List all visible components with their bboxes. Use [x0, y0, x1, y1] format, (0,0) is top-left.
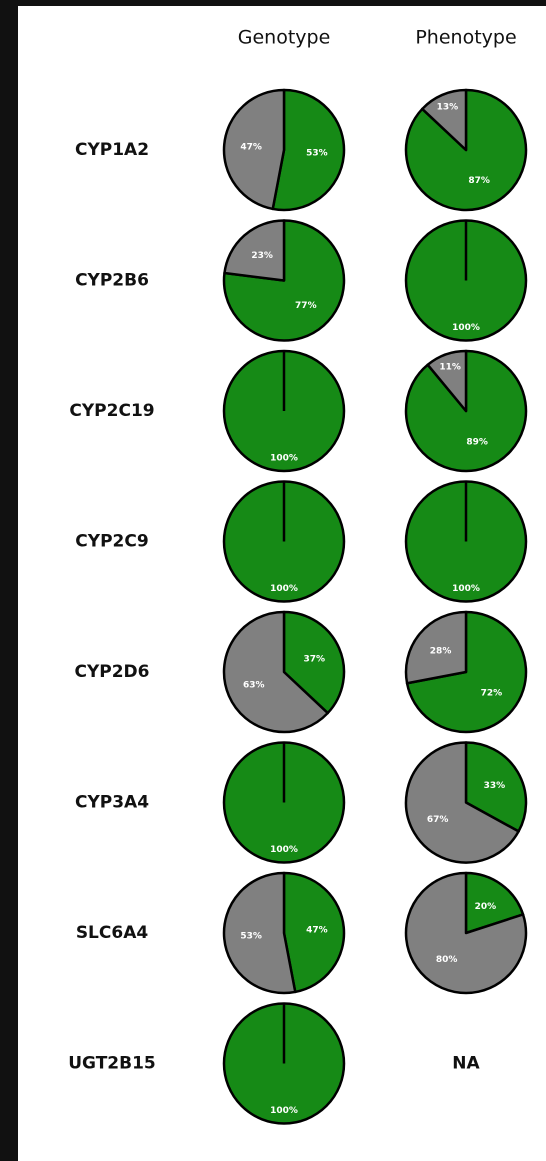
- value-label: 100%: [270, 453, 298, 463]
- value-label: 87%: [468, 176, 490, 186]
- value-label: 47%: [306, 925, 328, 935]
- value-label: 100%: [270, 1106, 298, 1116]
- value-label: 67%: [427, 815, 449, 825]
- pie-slice: [271, 88, 346, 212]
- value-label: 20%: [475, 902, 497, 912]
- value-label: 53%: [306, 149, 328, 159]
- pie-slice: [404, 871, 528, 995]
- pie-slice: [222, 610, 329, 734]
- row-label: SLC6A4: [76, 923, 149, 943]
- pie-slice: [421, 88, 468, 152]
- pie-slice: [404, 741, 520, 864]
- pie-slice: [282, 610, 346, 715]
- pie-slice: [426, 349, 468, 413]
- value-label: 63%: [243, 681, 265, 691]
- value-label: 100%: [270, 584, 298, 594]
- row-label: CYP2B6: [75, 271, 149, 291]
- pie-slice: [222, 219, 346, 342]
- value-label: 23%: [251, 251, 273, 261]
- value-label: 13%: [437, 103, 459, 113]
- value-label: 100%: [452, 584, 480, 594]
- pie-slice: [223, 219, 286, 282]
- value-label: 33%: [484, 781, 506, 791]
- value-label: 11%: [439, 362, 461, 372]
- value-label: 77%: [295, 301, 317, 311]
- column-header: Genotype: [238, 27, 331, 49]
- na-label: NA: [452, 1054, 480, 1074]
- value-label: 89%: [466, 438, 488, 448]
- value-label: 80%: [436, 955, 458, 965]
- row-label: CYP1A2: [75, 140, 149, 160]
- value-label: 100%: [270, 845, 298, 855]
- row-label: CYP2D6: [74, 662, 149, 682]
- pie-slice: [222, 88, 286, 211]
- pie-slice: [464, 741, 528, 833]
- value-label: 72%: [481, 689, 503, 699]
- value-label: 37%: [304, 654, 326, 664]
- row-label: CYP3A4: [75, 793, 149, 813]
- value-label: 47%: [240, 142, 262, 152]
- value-label: 28%: [430, 646, 452, 656]
- column-header: Phenotype: [415, 27, 516, 49]
- row-label: UGT2B15: [68, 1054, 156, 1074]
- row-label: CYP2C9: [75, 532, 148, 552]
- pie-slice: [222, 871, 297, 995]
- row-label: CYP2C19: [69, 401, 154, 421]
- value-label: 53%: [240, 932, 262, 942]
- value-label: 100%: [452, 323, 480, 333]
- pie-slice: [404, 610, 468, 685]
- pie-slice: [282, 871, 346, 994]
